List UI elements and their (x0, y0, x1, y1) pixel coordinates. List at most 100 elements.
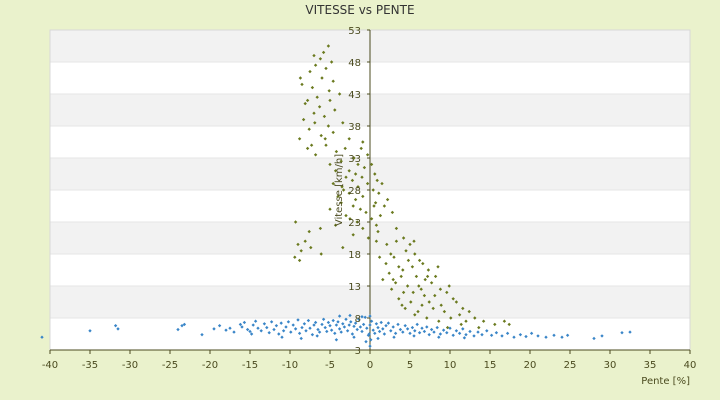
data-point-fast (329, 60, 334, 64)
x-tick-label: 5 (407, 360, 413, 371)
data-point-fast (341, 245, 345, 250)
x-tick-label: 10 (444, 360, 457, 371)
data-point-fast (377, 191, 381, 195)
data-point-fast (312, 53, 316, 58)
data-point-fast (322, 114, 327, 119)
x-axis-title: Pente [%] (641, 376, 690, 387)
data-point-fast (331, 79, 335, 83)
data-point-fast (413, 252, 417, 256)
data-point-slow (544, 335, 548, 339)
data-point-fast (303, 101, 307, 106)
data-point-slow (113, 323, 118, 328)
y-tick-label: 18 (348, 250, 361, 261)
data-point-slow (524, 334, 528, 339)
data-point-fast (298, 76, 303, 80)
data-point-slow (249, 332, 254, 336)
y-tick-label: 28 (348, 186, 361, 197)
data-point-fast (318, 57, 323, 61)
x-tick-label: 0 (367, 360, 373, 371)
data-point-fast (394, 226, 399, 231)
data-point-fast (361, 140, 365, 144)
data-point-fast (362, 165, 367, 170)
data-point-fast (313, 121, 317, 125)
data-point-fast (361, 194, 365, 199)
data-point-slow (248, 329, 252, 334)
data-point-fast (385, 242, 389, 247)
data-point-slow (88, 329, 92, 333)
data-point-fast (390, 210, 395, 215)
data-point-fast (361, 226, 365, 231)
data-point-slow (552, 333, 556, 337)
y-tick-label: 38 (348, 122, 361, 133)
data-point-fast (318, 226, 323, 231)
x-tick-label: -35 (82, 360, 98, 371)
data-point-fast (374, 239, 379, 243)
data-point-fast (382, 204, 387, 208)
data-point-slow (560, 335, 564, 339)
data-point-slow (182, 322, 187, 327)
data-point-fast (374, 223, 379, 227)
data-point-fast (341, 121, 345, 125)
x-tick-label: 40 (684, 360, 697, 371)
data-point-slow (240, 325, 244, 329)
chart-title: VITESSE vs PENTE (305, 3, 415, 17)
y-tick-label: 13 (348, 282, 361, 293)
data-point-fast (334, 149, 339, 154)
x-tick-label: 35 (644, 360, 657, 371)
data-point-fast (301, 117, 306, 122)
data-point-fast (389, 252, 393, 256)
x-tick-label: -15 (242, 360, 258, 371)
y-axis-title: Vitesse [km/h] (334, 154, 345, 226)
data-point-fast (373, 172, 377, 176)
data-point-slow (620, 331, 624, 335)
x-tick-label: -10 (282, 360, 298, 371)
x-tick-label: -5 (325, 360, 335, 371)
data-point-slow (238, 322, 243, 327)
x-tick-labels: -40 -35 -30 -25 -20 -15 -10 -5 0 5 10 15 20 25 30 35 40 (42, 350, 697, 371)
data-point-fast (326, 44, 331, 48)
data-point-fast (366, 236, 371, 240)
data-point-fast (309, 245, 313, 250)
data-point-slow (600, 334, 604, 338)
x-tick-label: 25 (564, 360, 577, 371)
data-point-slow (536, 334, 540, 338)
x-tick-label: -20 (202, 360, 218, 371)
x-tick-label: -40 (42, 360, 58, 371)
y-tick-label: 48 (348, 58, 361, 69)
data-point-fast (321, 50, 326, 55)
data-point-fast (350, 178, 355, 183)
data-point-slow (228, 326, 232, 330)
data-point-fast (310, 85, 315, 90)
x-tick-label: -25 (162, 360, 178, 371)
data-point-slow (212, 327, 216, 331)
x-tick-label: 20 (524, 360, 537, 371)
data-point-slow (592, 336, 596, 341)
y-tick-label: 33 (348, 154, 361, 165)
y-tick-label: 53 (348, 26, 361, 37)
data-point-slow (251, 323, 255, 327)
data-point-slow (512, 335, 516, 339)
x-tick-label: 15 (484, 360, 497, 371)
y-tick-label: 43 (348, 90, 361, 101)
data-point-fast (358, 207, 363, 211)
x-tick-label: 30 (604, 360, 617, 371)
data-point-fast (313, 63, 318, 67)
data-point-slow (40, 335, 44, 339)
data-point-slow (518, 332, 523, 337)
y-tick-label: 8 (355, 314, 361, 325)
data-point-slow (224, 328, 228, 332)
data-point-fast (315, 95, 319, 99)
data-point-fast (308, 69, 312, 74)
data-point-fast (320, 76, 324, 80)
data-point-fast (394, 239, 399, 243)
data-point-slow (242, 320, 247, 325)
data-point-slow (176, 327, 180, 332)
y-tick-label: 23 (348, 218, 361, 229)
data-point-fast (333, 108, 337, 112)
data-point-fast (326, 124, 331, 128)
data-point-slow (180, 323, 184, 328)
data-point-slow (200, 332, 204, 337)
data-point-fast (312, 111, 316, 115)
